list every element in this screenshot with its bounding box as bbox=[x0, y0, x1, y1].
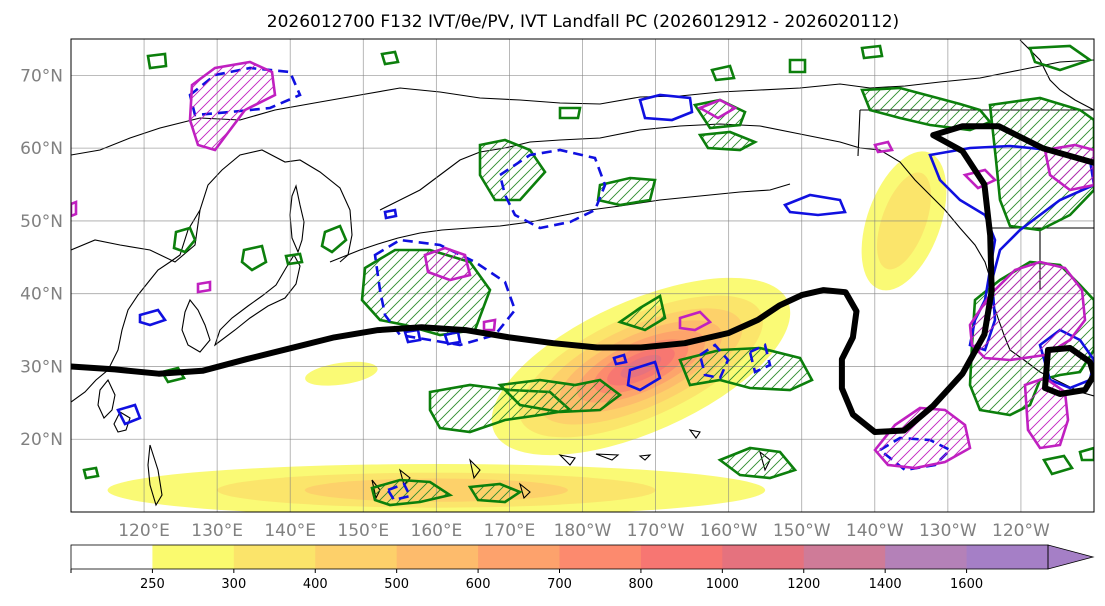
colorbar-bin bbox=[966, 545, 1049, 569]
colorbar-tick-label: 400 bbox=[303, 577, 328, 592]
colorbar-tick-label: 500 bbox=[384, 577, 409, 592]
chart-title: 2026012700 F132 IVT/θe/PV, IVT Landfall … bbox=[267, 12, 899, 32]
latitude-labels: 20°N 30°N 40°N 50°N 60°N 70°N bbox=[20, 66, 63, 450]
lon-tick-label: 120°E bbox=[118, 521, 170, 541]
lon-tick-label: 150°W bbox=[773, 521, 831, 541]
colorbar-bin bbox=[640, 545, 723, 569]
colorbar-bin bbox=[315, 545, 398, 569]
longitude-labels: 120°E 130°E 140°E 150°E 160°E 170°E 180°W 170°W… bbox=[118, 521, 1050, 541]
colorbar-bin bbox=[71, 545, 153, 569]
colorbar-bin bbox=[396, 545, 479, 569]
lat-tick-label: 20°N bbox=[20, 430, 63, 450]
lon-tick-label: 130°E bbox=[191, 521, 243, 541]
lon-tick-label: 120°W bbox=[992, 521, 1050, 541]
colorbar-tick-label: 1200 bbox=[787, 577, 820, 592]
colorbar-bin bbox=[559, 545, 642, 569]
lon-tick-label: 160°W bbox=[700, 521, 758, 541]
colorbar-extend-arrow bbox=[1047, 544, 1095, 570]
landfall-pc-line bbox=[71, 123, 1094, 435]
colorbar-tick-label: 1000 bbox=[706, 577, 739, 592]
colorbar-tick-label: 1600 bbox=[950, 577, 983, 592]
ivt-contour-small-west-250 bbox=[305, 361, 378, 386]
lon-tick-label: 140°E bbox=[264, 521, 316, 541]
colorbar-bin bbox=[233, 545, 316, 569]
lon-tick-label: 170°W bbox=[627, 521, 685, 541]
colorbar-bin bbox=[722, 545, 805, 569]
pc-line-loop bbox=[1042, 345, 1094, 397]
lat-tick-label: 50°N bbox=[20, 212, 63, 232]
colorbar-tick-label: 700 bbox=[547, 577, 572, 592]
lat-tick-label: 60°N bbox=[20, 139, 63, 159]
lat-tick-label: 40°N bbox=[20, 285, 63, 305]
colorbar-tick-label: 800 bbox=[629, 577, 654, 592]
lon-tick-label: 170°E bbox=[484, 521, 536, 541]
colorbar-tick-label: 300 bbox=[221, 577, 246, 592]
lon-tick-label: 140°W bbox=[846, 521, 904, 541]
colorbar-tick-label: 250 bbox=[140, 577, 165, 592]
colorbar-tick-label: 1400 bbox=[869, 577, 902, 592]
lon-tick-label: 180°W bbox=[554, 521, 612, 541]
lon-tick-label: 130°W bbox=[919, 521, 977, 541]
map-frame bbox=[70, 38, 1095, 513]
colorbar-bin bbox=[803, 545, 886, 569]
ivt-pc-magenta-contours bbox=[71, 60, 1094, 470]
lat-tick-label: 30°N bbox=[20, 357, 63, 377]
lon-tick-label: 150°E bbox=[337, 521, 389, 541]
colorbar-bin bbox=[885, 545, 968, 569]
colorbar-bin bbox=[152, 545, 235, 569]
colorbar-tick-label: 600 bbox=[466, 577, 491, 592]
colorbar-bin bbox=[478, 545, 560, 569]
colorbar: 250 300 400 500 600 700 800 1000 1200 1400 1600 bbox=[70, 544, 1095, 592]
lat-tick-label: 70°N bbox=[20, 66, 63, 86]
lon-tick-label: 160°E bbox=[411, 521, 463, 541]
